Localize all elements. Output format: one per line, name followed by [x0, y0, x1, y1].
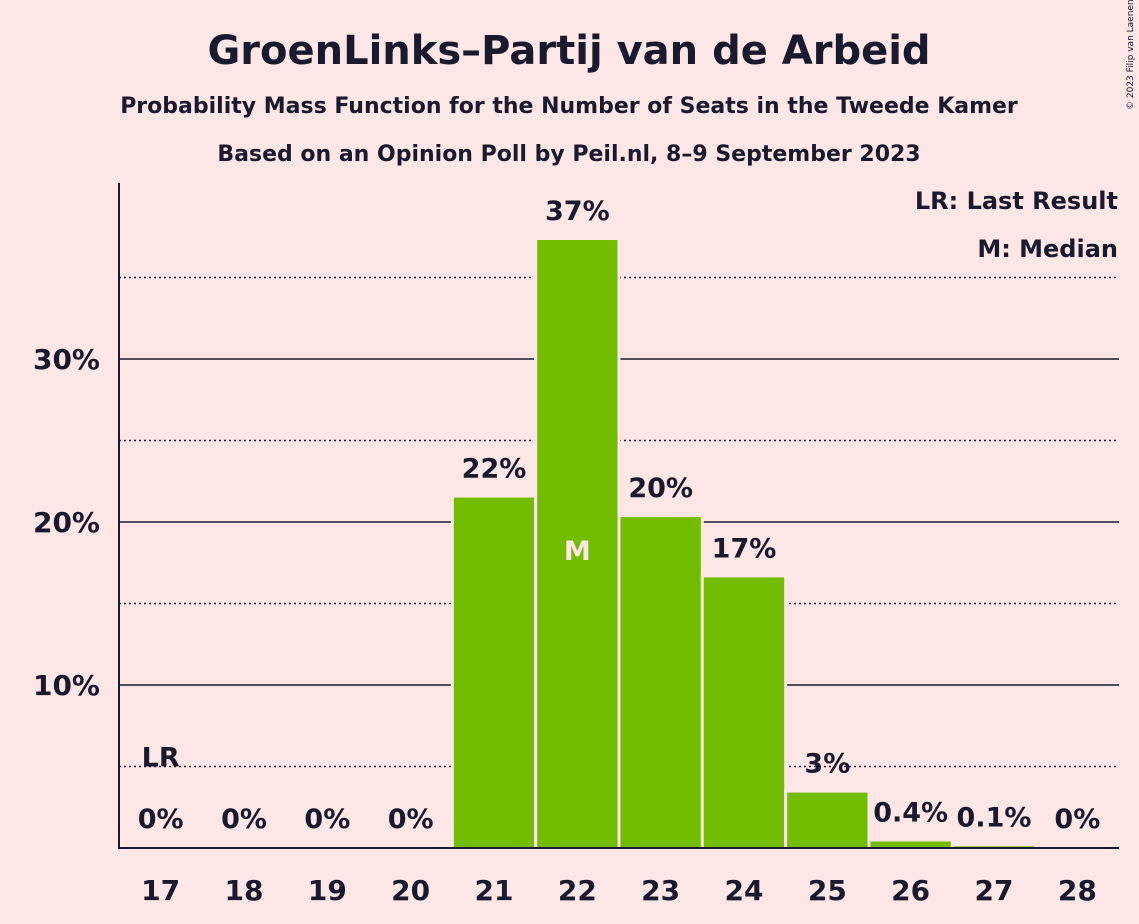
- x-axis-ticks: 17 18 19 20 21 22 23 24 25 26 27 28: [141, 874, 1097, 907]
- data-label: 0.1%: [957, 802, 1032, 833]
- data-label: 22%: [462, 454, 527, 485]
- median-marker: M: [564, 536, 591, 567]
- x-tick-label: 25: [808, 874, 847, 907]
- x-tick-label: 20: [391, 874, 430, 907]
- chart-title: GroenLinks–Partij van de Arbeid: [207, 28, 930, 74]
- x-tick-label: 17: [141, 874, 180, 907]
- bar: [620, 517, 701, 848]
- x-tick-label: 28: [1058, 874, 1097, 907]
- bar-median: [537, 240, 618, 848]
- data-label: 0%: [388, 804, 434, 835]
- data-label: 0%: [221, 804, 267, 835]
- data-label: 0.4%: [873, 797, 948, 828]
- x-tick-label: 24: [725, 874, 764, 907]
- data-label: 0%: [304, 804, 350, 835]
- x-tick-label: 26: [891, 874, 930, 907]
- x-tick-label: 22: [558, 874, 597, 907]
- data-label: 3%: [804, 749, 850, 780]
- copyright-note: © 2023 Filip van Laenen: [1126, 0, 1136, 110]
- last-result-marker: LR: [142, 743, 180, 774]
- y-tick-label: 30%: [33, 343, 100, 376]
- x-tick-label: 21: [475, 874, 514, 907]
- bar: [787, 792, 868, 848]
- data-label: 17%: [712, 533, 777, 564]
- legend-last-result: LR: Last Result: [915, 187, 1118, 215]
- x-tick-label: 27: [975, 874, 1014, 907]
- legend-median: M: Median: [977, 235, 1118, 263]
- y-tick-label: 10%: [33, 669, 100, 702]
- bar: [453, 497, 535, 848]
- bars: [450, 237, 1038, 848]
- value-labels: 0% LR 0% 0% 0% 22% M 37% 20% 17% 3% 0.4% 0.1% 0%: [138, 196, 1101, 835]
- chart-subtitle-1: Probability Mass Function for the Number…: [120, 94, 1018, 119]
- x-tick-label: 23: [641, 874, 680, 907]
- data-label: 37%: [545, 196, 610, 227]
- data-label: 0%: [138, 804, 184, 835]
- data-label: 20%: [628, 473, 693, 504]
- bar: [703, 577, 785, 848]
- x-tick-label: 19: [308, 874, 347, 907]
- bar-halo: [950, 843, 1038, 848]
- chart-subtitle-2: Based on an Opinion Poll by Peil.nl, 8–9…: [217, 142, 920, 167]
- data-label: 0%: [1054, 804, 1100, 835]
- x-tick-label: 18: [225, 874, 264, 907]
- y-tick-label: 20%: [33, 506, 100, 539]
- y-axis-ticks: 10% 20% 30%: [33, 343, 100, 702]
- bar: [870, 841, 951, 848]
